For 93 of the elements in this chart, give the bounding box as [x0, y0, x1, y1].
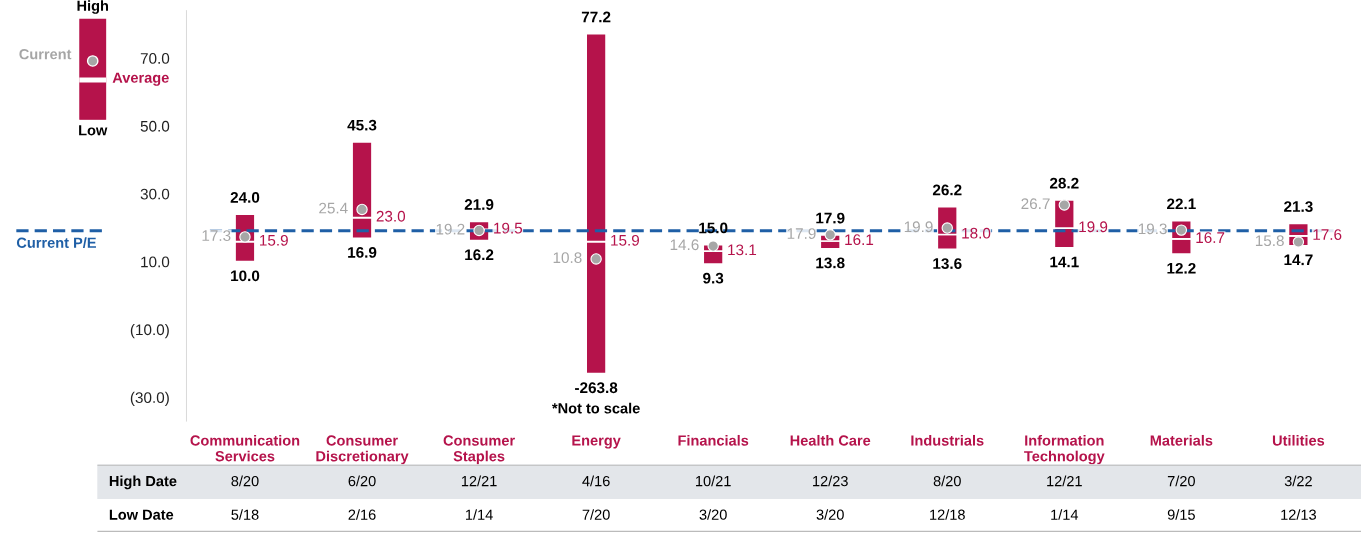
- text: High: [77, 0, 109, 14]
- y-tick-label: (30.0): [130, 391, 169, 407]
- annotation: 16.7: [1196, 232, 1225, 244]
- y-tick-label: 10.0: [141, 256, 170, 268]
- data-label: 15.8: [1255, 235, 1284, 247]
- data-label: 25.4: [319, 202, 348, 214]
- annotation: 19.9: [1079, 221, 1108, 233]
- annotation: 16.1: [845, 234, 874, 246]
- x-tick-label: Consumer Staples: [443, 435, 515, 465]
- x-tick-label: Energy: [572, 435, 621, 449]
- text: 9/15: [1167, 509, 1195, 520]
- point: [1292, 236, 1305, 248]
- x-tick-label: Utilities: [1272, 434, 1325, 446]
- x-tick-label: Financials: [678, 434, 749, 446]
- ref-line-label: Current P/E: [16, 237, 96, 249]
- x-tick-label: Health Care: [790, 434, 871, 446]
- legend-label: Current: [19, 49, 72, 60]
- point: [239, 231, 251, 243]
- annotation: 24.0: [230, 192, 260, 203]
- annotation: 15.0: [699, 222, 728, 234]
- annotation: 13.8: [816, 257, 845, 269]
- annotation: 13.1: [728, 244, 757, 256]
- annotation: 10.0: [231, 270, 260, 282]
- text: 8/20: [231, 475, 259, 487]
- annotation: *Not to scale: [552, 402, 640, 414]
- annotation: 26.2: [932, 184, 962, 196]
- annotation: 23.0: [376, 210, 406, 222]
- data-label: 17.3: [202, 230, 231, 241]
- annotation: 22.1: [1167, 198, 1196, 210]
- y-tick-label: 30.0: [140, 188, 170, 200]
- annotation: 16.9: [348, 246, 377, 258]
- annotation: 16.2: [465, 249, 494, 261]
- text: High Date: [109, 475, 177, 490]
- data-label: 10.8: [553, 252, 582, 264]
- data-label: 19.9: [904, 221, 933, 233]
- text: 1/14: [1051, 509, 1079, 520]
- point: [1058, 199, 1071, 211]
- text: 12/13: [1281, 509, 1316, 520]
- text: 6/20: [348, 475, 376, 487]
- y-tick-label: 50.0: [140, 120, 170, 132]
- annotation: 21.3: [1284, 201, 1313, 212]
- annotation: 9.3: [703, 272, 724, 284]
- text: 10/21: [696, 475, 731, 487]
- text: 4/16: [582, 475, 610, 487]
- x-tick-label: Information Technology: [1024, 434, 1105, 465]
- annotation: 17.9: [816, 212, 845, 224]
- text: 3/22: [1284, 475, 1312, 487]
- data-label: 17.9: [787, 228, 816, 239]
- point: [356, 203, 368, 216]
- point: [590, 253, 602, 265]
- text: 12/23: [813, 475, 848, 487]
- annotation: 45.3: [347, 119, 377, 131]
- data-label: 14.6: [670, 239, 699, 251]
- text: 8/20: [933, 475, 961, 487]
- point: [824, 229, 836, 241]
- text: 7/20: [582, 509, 610, 520]
- text: 5/18: [231, 509, 259, 520]
- annotation: 12.2: [1167, 262, 1196, 274]
- point: [707, 240, 719, 252]
- text: 3/20: [816, 509, 844, 520]
- annotation: 21.9: [464, 199, 494, 210]
- annotation: 28.2: [1049, 177, 1079, 189]
- y-tick-label: 70.0: [140, 53, 170, 64]
- text: 12/21: [461, 475, 497, 487]
- text: Low Date: [109, 509, 174, 520]
- annotation: 77.2: [581, 11, 611, 23]
- data-label: 19.3: [1138, 223, 1167, 235]
- text: 12/21: [1047, 475, 1082, 487]
- data-label: 26.7: [1021, 198, 1050, 210]
- text: 7/20: [1167, 475, 1195, 487]
- text: 1/14: [465, 509, 493, 520]
- data-label: 19.2: [436, 223, 465, 235]
- y-tick-label: (10.0): [130, 323, 169, 339]
- text: 2/16: [348, 509, 376, 520]
- annotation: 15.9: [260, 234, 288, 246]
- x-tick-label: Consumer Discretionary: [316, 435, 409, 465]
- x-tick-label: Communication Services: [190, 434, 300, 462]
- annotation: -263.8: [575, 382, 618, 394]
- text: 12/18: [930, 509, 965, 520]
- text: Low: [79, 125, 108, 136]
- point: [473, 224, 485, 237]
- x-tick-label: Materials: [1150, 434, 1213, 446]
- annotation: 14.1: [1050, 256, 1079, 268]
- annotation: 18.0: [962, 227, 991, 239]
- x-tick-label: Industrials: [911, 434, 984, 446]
- annotation: 15.9: [611, 234, 640, 246]
- point: [941, 222, 953, 234]
- annotation: 17.6: [1313, 229, 1342, 240]
- annotation: 14.7: [1284, 254, 1313, 266]
- text: 3/20: [699, 509, 727, 520]
- annotation: 19.5: [494, 222, 523, 234]
- annotation: 13.6: [933, 258, 962, 270]
- text: Average: [112, 72, 169, 86]
